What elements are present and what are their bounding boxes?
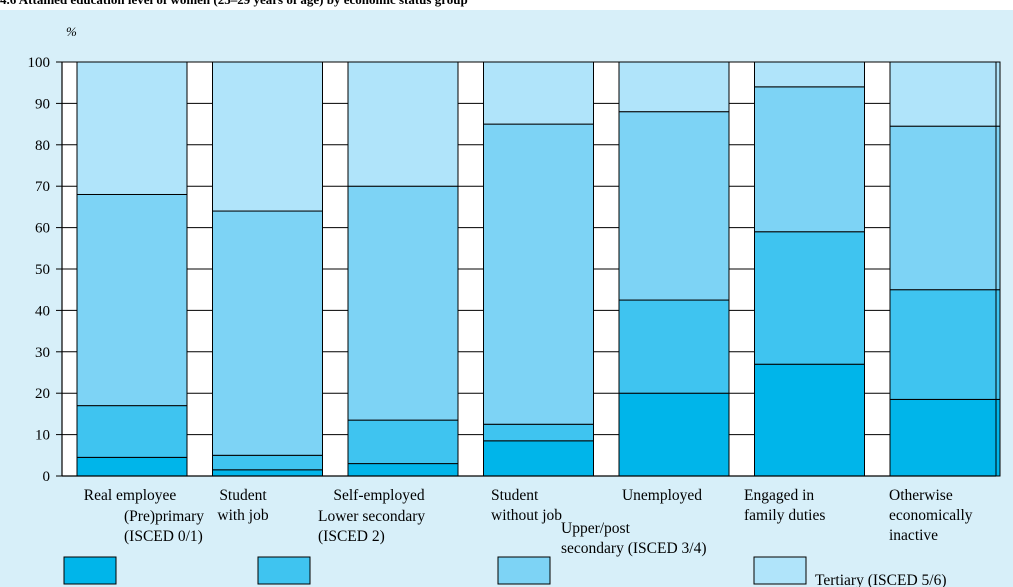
x-tick-label-4: Unemployed [622,487,702,504]
bar-cat2-series2 [347,185,459,421]
bar-cat0-series3 [76,61,188,195]
y-tick-label-20: 20 [35,386,50,402]
bar-cat5-series1 [754,231,865,365]
bar-cat3-series3 [483,61,594,125]
bar-cat4-series1 [618,299,730,394]
bar-cat5-series2 [754,86,865,233]
x-tick-label-1: Student with job [217,487,268,524]
x-tick-label-3: Student without job [491,487,562,524]
bar-cat3-series1 [483,423,594,442]
stacked-bar-chart: 0 10 20 30 40 50 60 70 80 90 100% Real employee Stud… [28,24,1001,587]
bar-cat1-series3 [212,61,323,212]
bar-cat1-series1 [212,454,323,471]
bar-cat4-series0 [618,392,730,477]
bar-cat6-series2 [889,125,1001,291]
chart-panel: 0 10 20 30 40 50 60 70 80 90 100% Real employee Stud… [0,10,1013,587]
x-tick-label-6: Otherwise economically inactive [889,487,973,544]
legend-swatch-3 [753,556,807,585]
bar-cat2-series0 [347,463,459,477]
bar-cat3-series0 [483,440,594,477]
legend-label-0: (Pre)primary (ISCED 0/1) [124,508,204,545]
bar-cat0-series0 [76,456,188,477]
bar-cat4-series2 [618,111,730,301]
bar-cat4-series3 [618,61,730,113]
bar-cat5-series3 [754,61,865,88]
y-tick-label-10: 10 [35,428,50,444]
bar-cat6-series0 [889,398,1001,477]
legend-label-3: Tertiary (ISCED 5/6) [815,572,947,587]
legend-label-1: Lower secondary (ISCED 2) [318,508,425,545]
bar-cat6-series1 [889,289,1001,400]
y-tick-label-50: 50 [35,262,50,278]
bar-cat0-series2 [76,193,188,407]
legend-swatch-1 [257,556,311,585]
x-tick-label-0: Real employee [84,487,177,504]
x-tick-label-5: Engaged in family duties [744,487,825,524]
y-tick-label-30: 30 [35,345,50,361]
bar-cat1-series0 [212,469,323,477]
bar-cat1-series2 [212,210,323,456]
bar-cat5-series0 [754,363,865,477]
chart-title: 4.6 Attained education level of women (2… [0,0,1013,12]
y-axis-unit: % [66,24,77,39]
y-tick-label-0: 0 [43,469,51,485]
y-tick-label-90: 90 [35,96,50,112]
bar-cat0-series1 [76,405,188,458]
legend-swatch-2 [497,556,551,585]
y-tick-label-70: 70 [35,179,50,195]
y-tick-label-80: 80 [35,138,50,154]
bar-cat2-series3 [347,61,459,187]
legend-swatch-0 [63,556,117,585]
bar-cat3-series2 [483,123,594,425]
legend-label-2: Upper/post secondary (ISCED 3/4) [561,520,707,557]
y-tick-label-100: 100 [28,55,51,71]
bar-cat6-series3 [889,61,1001,127]
y-tick-label-60: 60 [35,221,50,237]
x-tick-label-2: Self-employed [333,487,425,504]
y-tick-label-40: 40 [35,303,50,319]
bar-cat2-series1 [347,419,459,465]
